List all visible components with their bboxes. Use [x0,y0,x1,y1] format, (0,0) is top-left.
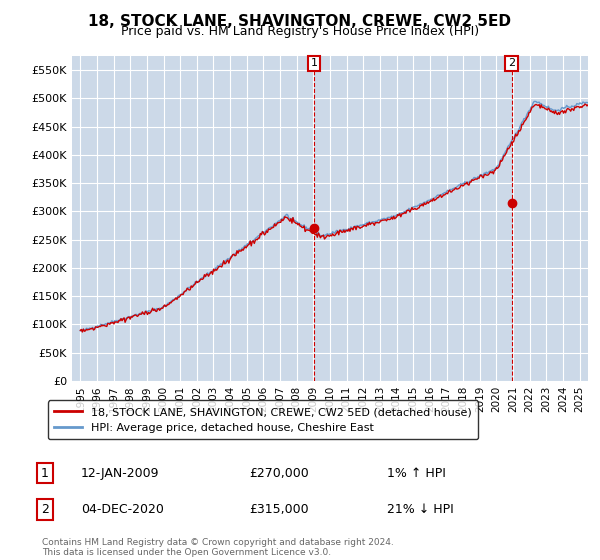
Text: 04-DEC-2020: 04-DEC-2020 [81,503,164,516]
Text: £315,000: £315,000 [249,503,308,516]
Text: Contains HM Land Registry data © Crown copyright and database right 2024.
This d: Contains HM Land Registry data © Crown c… [42,538,394,557]
Text: 12-JAN-2009: 12-JAN-2009 [81,466,160,480]
Text: 18, STOCK LANE, SHAVINGTON, CREWE, CW2 5ED: 18, STOCK LANE, SHAVINGTON, CREWE, CW2 5… [89,14,511,29]
Text: 1% ↑ HPI: 1% ↑ HPI [387,466,446,480]
Text: 1: 1 [41,466,49,480]
Text: Price paid vs. HM Land Registry's House Price Index (HPI): Price paid vs. HM Land Registry's House … [121,25,479,38]
Text: 1: 1 [311,58,317,68]
Text: 21% ↓ HPI: 21% ↓ HPI [387,503,454,516]
Text: 2: 2 [41,503,49,516]
Text: 2: 2 [508,58,515,68]
Legend: 18, STOCK LANE, SHAVINGTON, CREWE, CW2 5ED (detached house), HPI: Average price,: 18, STOCK LANE, SHAVINGTON, CREWE, CW2 5… [47,400,478,439]
Text: £270,000: £270,000 [249,466,309,480]
